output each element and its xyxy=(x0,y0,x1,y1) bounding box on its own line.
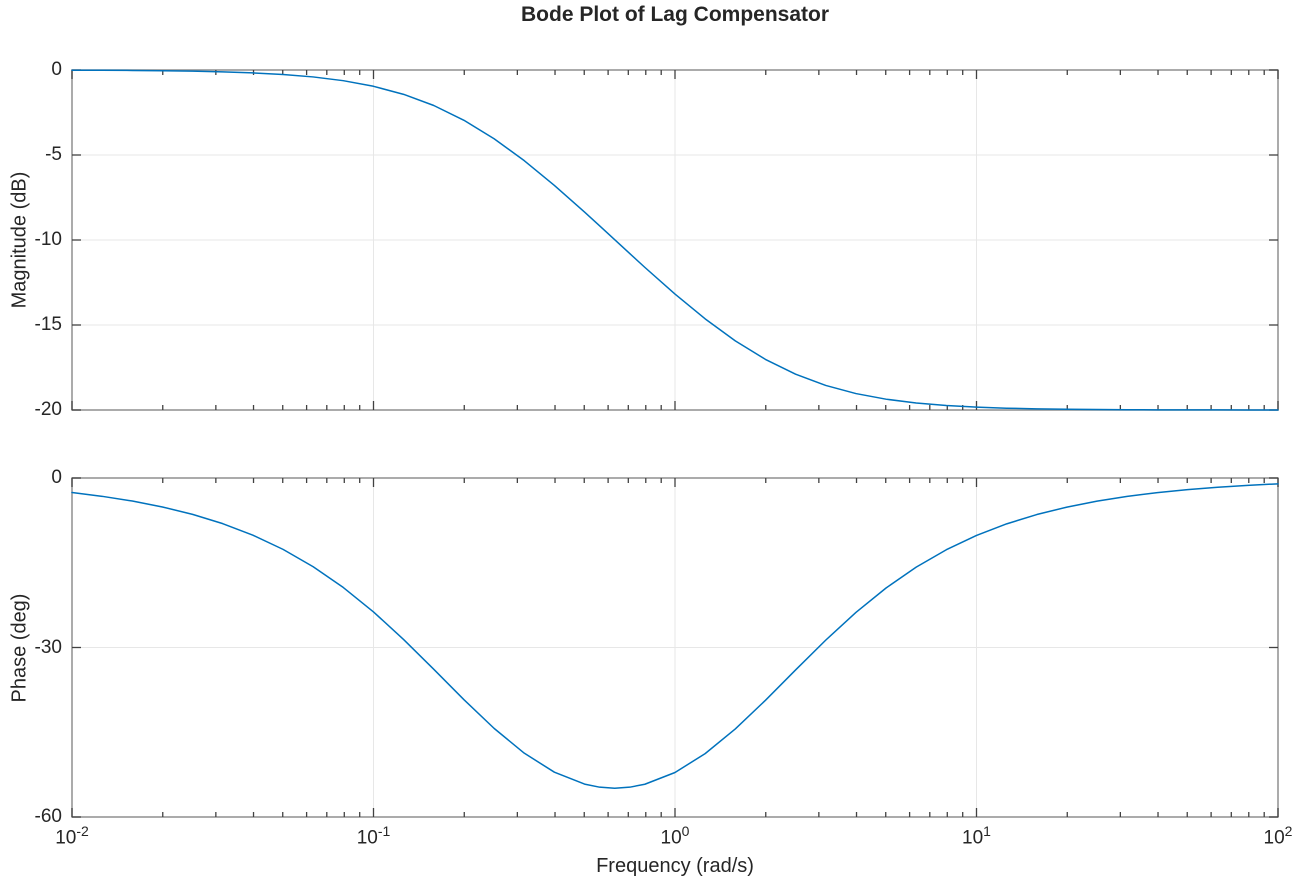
magnitude-grid xyxy=(72,70,1278,410)
frequency-axis-label: Frequency (rad/s) xyxy=(596,855,754,877)
magnitude-y-tick-label: -10 xyxy=(34,229,62,250)
x-tick-label: 102 xyxy=(1263,823,1293,849)
magnitude-curve xyxy=(71,69,1279,411)
magnitude-y-tick-label: -20 xyxy=(34,399,62,420)
magnitude-subplot xyxy=(71,69,1279,411)
magnitude-y-tick-label: -15 xyxy=(34,314,62,335)
phase-y-tick-label: 0 xyxy=(51,467,62,488)
magnitude-y-tick-label: -5 xyxy=(45,144,62,165)
x-tick-label: 101 xyxy=(962,823,991,849)
figure-title: Bode Plot of Lag Compensator xyxy=(520,3,830,26)
phase-grid xyxy=(72,478,1278,817)
magnitude-y-tick-label: 0 xyxy=(51,59,62,80)
phase-tick-marks xyxy=(71,477,1279,818)
phase-curve xyxy=(71,483,1279,789)
x-tick-label: 10-2 xyxy=(55,823,89,849)
phase-subplot xyxy=(71,477,1279,818)
x-tick-label: 10-1 xyxy=(356,823,391,849)
phase-y-tick-label: -30 xyxy=(34,636,62,658)
x-tick-label: 100 xyxy=(660,823,690,849)
phase-y-tick-label: -60 xyxy=(34,806,62,827)
